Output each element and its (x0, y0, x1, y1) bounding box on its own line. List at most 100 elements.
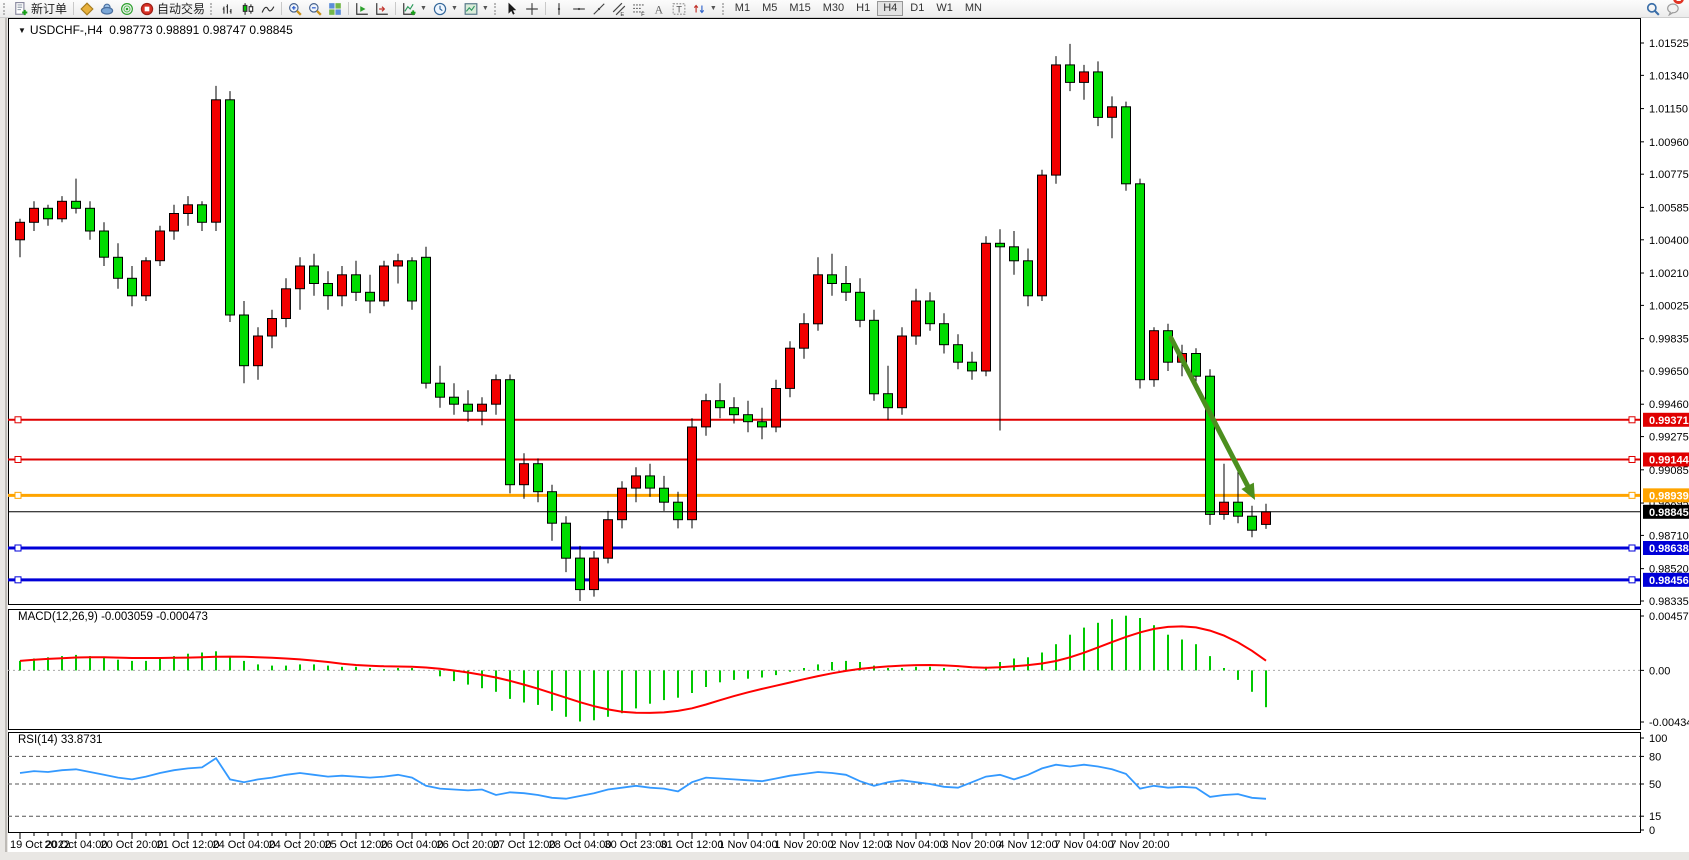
line-chart-icon (261, 5, 275, 13)
chart-shift-button[interactable] (372, 1, 392, 17)
timeframe-W1[interactable]: W1 (936, 2, 953, 14)
zoom-in-button[interactable] (285, 1, 305, 17)
channel-icon: E (612, 2, 626, 16)
svg-text:1.00210: 1.00210 (1649, 268, 1689, 280)
ohlc-values: 0.98773 0.98891 0.98747 0.98845 (109, 23, 293, 37)
symbol-label: USDCHF-,H4 (29, 23, 103, 37)
indicators-icon (403, 2, 416, 15)
line-handle[interactable] (14, 491, 22, 499)
timeframe-M30[interactable]: M30 (822, 2, 845, 14)
line-handle[interactable] (14, 544, 22, 552)
line-handle[interactable] (14, 576, 22, 584)
vertical-line-button[interactable] (549, 1, 569, 17)
horizontal-line-icon (573, 7, 585, 10)
macd-histogram (19, 615, 1267, 722)
macd-indicator-label: MACD(12,26,9) -0.003059 -0.000473 (18, 611, 208, 623)
price-line-label: 0.98939 (1643, 488, 1689, 503)
svg-text:26 Oct 04:00: 26 Oct 04:00 (381, 839, 444, 851)
equidistant-channel-button[interactable]: E (609, 1, 629, 17)
timeframe-M15[interactable]: M15 (789, 2, 811, 14)
svg-text:E: E (620, 11, 624, 15)
main-chart-panel (8, 18, 1641, 605)
svg-text:27 Oct 12:00: 27 Oct 12:00 (493, 839, 556, 851)
separator (348, 2, 350, 15)
text-button[interactable]: A (649, 1, 669, 17)
candlestick-chart-button[interactable] (238, 1, 258, 17)
line-handle[interactable] (1628, 416, 1636, 424)
notification-badge: 1 (1673, 0, 1684, 4)
line-handle[interactable] (1628, 576, 1636, 584)
data-window-button[interactable] (97, 1, 117, 17)
crosshair-button[interactable] (522, 1, 542, 17)
arrows-button[interactable]: ▼ (689, 1, 720, 17)
svg-text:0.98335: 0.98335 (1649, 596, 1689, 608)
price-axis: 1.01525 1.01340 1.01150 1.00960 1.00775 1.005… (1640, 38, 1689, 608)
rsi-axis: 100 80 50 15 0 (1640, 733, 1667, 837)
svg-text:0.99371: 0.99371 (1649, 415, 1689, 427)
bar-chart-button[interactable] (218, 1, 238, 17)
svg-text:26 Oct 20:00: 26 Oct 20:00 (437, 839, 500, 851)
timeframe-H1[interactable]: H1 (856, 2, 871, 14)
chart-canvas[interactable]: 1.01525 1.01340 1.01150 1.00960 1.00775 1.005… (8, 18, 1689, 852)
timeframe-D1[interactable]: D1 (910, 2, 925, 14)
new-order-label: 新订单 (31, 2, 68, 16)
one-click-trading-toggle-icon[interactable]: ▼ (18, 26, 26, 35)
horizontal-line-button[interactable] (569, 1, 589, 17)
fibonacci-button[interactable]: F (629, 1, 649, 17)
chat-bubble-icon (1667, 2, 1679, 16)
svg-text:1.00025: 1.00025 (1649, 300, 1689, 312)
timeframe-M5[interactable]: M5 (762, 2, 778, 14)
timeframe-MN[interactable]: MN (964, 2, 982, 14)
svg-text:1.01340: 1.01340 (1649, 70, 1689, 82)
line-handle[interactable] (1628, 491, 1636, 499)
svg-text:0.98638: 0.98638 (1649, 543, 1689, 555)
search-icon[interactable] (1646, 2, 1660, 16)
svg-text:0.98520: 0.98520 (1649, 564, 1689, 576)
trendline-icon (593, 2, 605, 15)
tile-windows-button[interactable] (325, 1, 345, 17)
line-handle[interactable] (1628, 455, 1636, 463)
toolbar-right: 1 (1646, 0, 1684, 16)
line-chart-button[interactable] (258, 1, 278, 17)
svg-text:0.98456: 0.98456 (1649, 575, 1689, 587)
auto-scroll-button[interactable] (352, 1, 372, 17)
notifications-button[interactable]: 1 (1666, 0, 1684, 16)
cursor-button[interactable] (502, 1, 522, 17)
svg-text:80: 80 (1649, 751, 1661, 763)
toolbar-grip (493, 2, 499, 15)
line-handle[interactable] (14, 416, 22, 424)
svg-text:1.00960: 1.00960 (1649, 137, 1689, 149)
zoom-out-button[interactable] (305, 1, 325, 17)
arrows-icon (693, 4, 704, 13)
templates-button[interactable]: ▼ (461, 1, 492, 17)
autotrading-button[interactable]: 自动交易 (137, 1, 208, 17)
svg-text:0.98845: 0.98845 (1649, 507, 1689, 519)
market-watch-button[interactable] (77, 1, 97, 17)
fibonacci-icon: F (633, 3, 645, 16)
candlestick-series (15, 43, 1271, 601)
timeframe-M1[interactable]: M1 (734, 2, 751, 14)
signals-button[interactable] (117, 1, 137, 17)
new-order-button[interactable]: 新订单 (11, 1, 70, 17)
text-icon: A (654, 3, 663, 16)
svg-text:0.004572: 0.004572 (1649, 611, 1689, 623)
svg-text:4 Nov 12:00: 4 Nov 12:00 (998, 839, 1057, 851)
timeframe-H4[interactable]: H4 (877, 1, 904, 16)
toolbar-grip (721, 2, 727, 15)
svg-text:2 Nov 12:00: 2 Nov 12:00 (830, 839, 889, 851)
periods-button[interactable]: ▼ (430, 1, 461, 17)
line-handle[interactable] (14, 455, 22, 463)
svg-text:15: 15 (1649, 811, 1661, 823)
indicators-button[interactable]: ▼ (399, 1, 430, 17)
new-order-icon (15, 1, 28, 15)
chart-symbol-info[interactable]: ▼ USDCHF-,H4 0.98773 0.98891 0.98747 0.98… (18, 23, 293, 37)
svg-text:0.98710: 0.98710 (1649, 530, 1689, 542)
line-handle[interactable] (1628, 544, 1636, 552)
trend-arrow[interactable] (1168, 335, 1255, 500)
trendline-button[interactable] (589, 1, 609, 17)
autotrading-icon (140, 2, 154, 15)
svg-text:3 Nov 04:00: 3 Nov 04:00 (886, 839, 945, 851)
text-label-button[interactable]: T (669, 1, 689, 17)
template-icon (464, 2, 478, 15)
